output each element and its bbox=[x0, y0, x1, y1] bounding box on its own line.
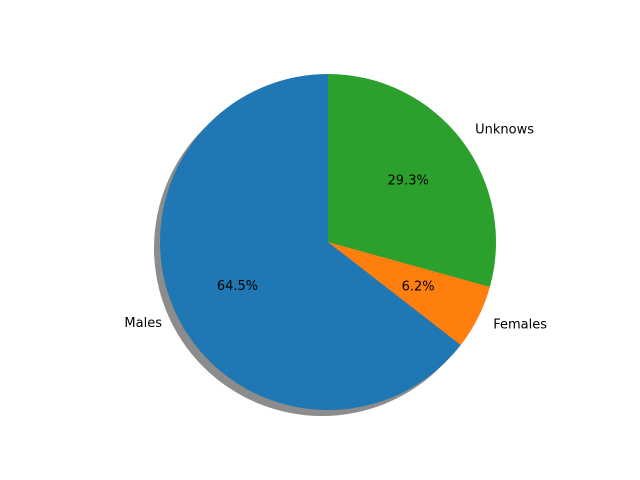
pie-labels: Males 64.5% Females 6.2% Unknows 29.3% bbox=[124, 123, 547, 333]
pie-slice-females bbox=[328, 242, 490, 345]
pie-slice-unknows bbox=[328, 73, 497, 287]
pie-slice-males bbox=[160, 74, 461, 410]
pie-label-females: Females bbox=[493, 317, 547, 332]
pie-slices bbox=[160, 73, 497, 410]
pie-label-males: Males bbox=[124, 316, 162, 331]
pie-pct-unknows: 29.3% bbox=[388, 174, 429, 189]
pie-label-unknows: Unknows bbox=[475, 123, 534, 138]
pie-pct-males: 64.5% bbox=[217, 279, 258, 294]
pie-pct-females: 6.2% bbox=[402, 280, 435, 295]
